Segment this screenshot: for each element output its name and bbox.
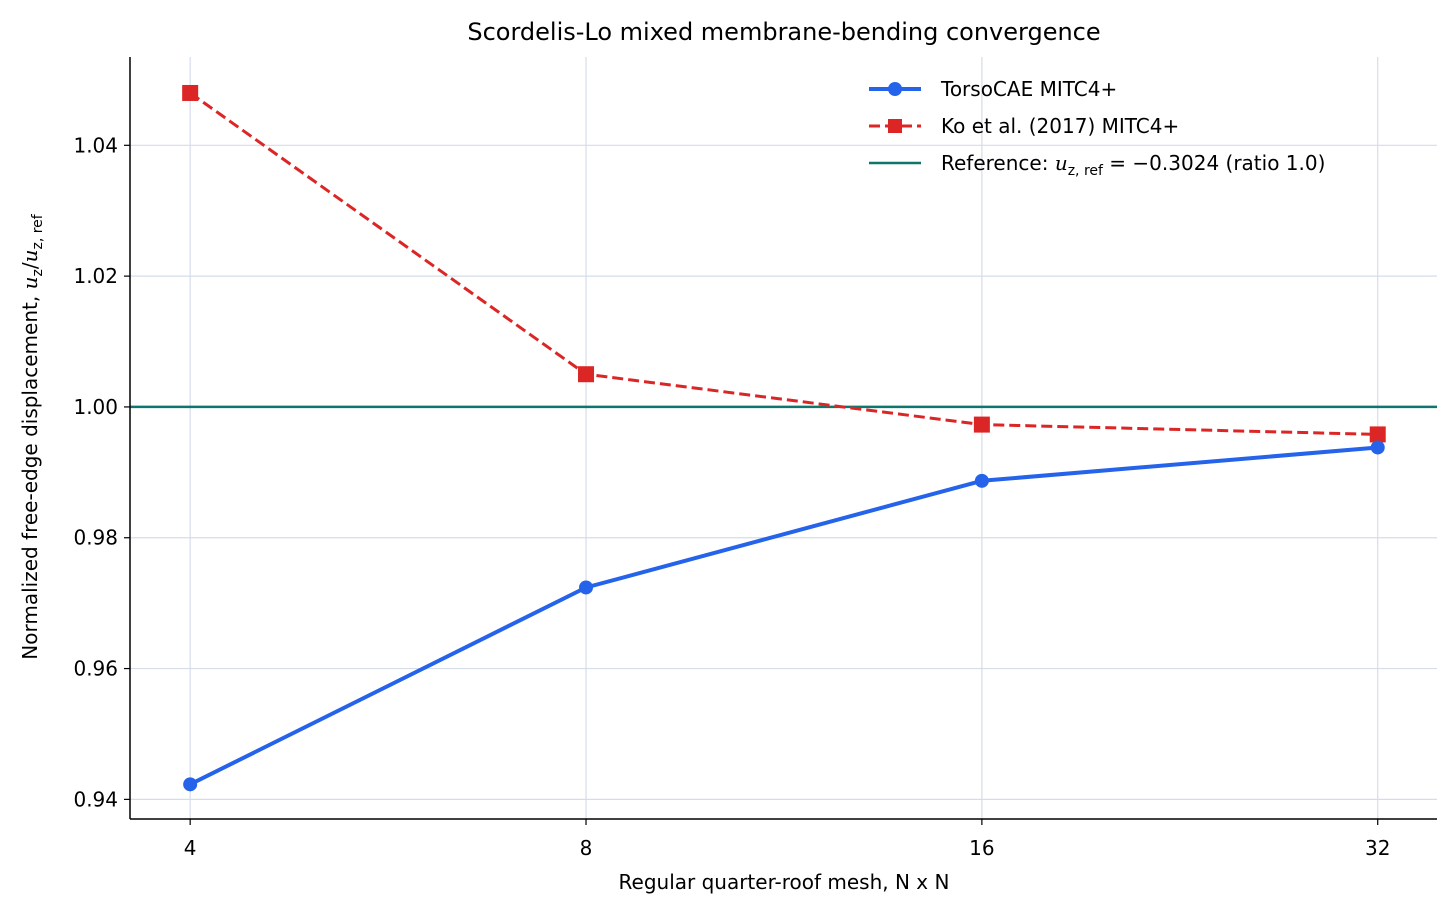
data-point — [182, 84, 199, 101]
legend-label-torsocae: TorsoCAE MITC4+ — [940, 77, 1117, 101]
y-axis-label-slash: / — [18, 262, 42, 269]
x-tick-label: 32 — [1365, 836, 1390, 860]
y-tick-label: 1.02 — [73, 264, 118, 288]
series-line-ko — [189, 91, 1378, 436]
legend-ref-prefix: Reference: — [941, 151, 1055, 175]
legend-ref-sub: z, ref — [1068, 163, 1104, 179]
y-axis-label-prefix: Normalized free-edge displacement, — [18, 289, 42, 659]
legend-marker-torsocae — [888, 82, 902, 96]
data-point — [579, 580, 594, 595]
y-tick-label: 1.04 — [73, 133, 118, 157]
data-point — [1370, 440, 1385, 455]
data-point — [973, 416, 990, 433]
legend-ref-u: u — [1055, 151, 1068, 175]
data-point — [974, 473, 989, 488]
y-tick-label: 0.96 — [73, 657, 118, 681]
data-point — [578, 366, 595, 383]
legend: TorsoCAE MITC4+ Ko et al. (2017) MITC4+ … — [869, 77, 1325, 179]
x-axis-label: Regular quarter-roof mesh, N x N — [619, 870, 950, 894]
y-axis-label: Normalized free-edge displacement, uz/uz… — [18, 213, 46, 659]
legend-marker-ko — [888, 119, 902, 133]
legend-label-reference: Reference: uz, ref = −0.3024 (ratio 1.0) — [941, 151, 1325, 179]
y-axis-label-u1: u — [18, 277, 42, 290]
y-tick-label: 0.94 — [73, 787, 118, 811]
series-layer — [182, 84, 1386, 792]
y-tick-label: 0.98 — [73, 526, 118, 550]
x-tick-label: 4 — [184, 836, 197, 860]
x-ticks: 4 8 16 32 — [184, 819, 1390, 860]
x-tick-label: 8 — [580, 836, 593, 860]
data-point — [1369, 426, 1386, 443]
y-axis-label-sub2: z, ref — [30, 213, 46, 249]
series-line-torsocae — [189, 445, 1378, 787]
y-axis-label-sub1: z — [30, 269, 46, 276]
axes — [129, 57, 1437, 820]
y-axis-label-u2: u — [18, 250, 42, 263]
chart-title: Scordelis-Lo mixed membrane-bending conv… — [467, 18, 1100, 46]
x-tick-label: 16 — [969, 836, 994, 860]
y-tick-label: 1.00 — [73, 395, 118, 419]
data-point — [183, 777, 198, 792]
legend-ref-rest: = −0.3024 (ratio 1.0) — [1103, 151, 1325, 175]
legend-label-ko: Ko et al. (2017) MITC4+ — [941, 114, 1179, 138]
y-ticks: 0.94 0.96 0.98 1.00 1.02 1.04 — [73, 133, 130, 811]
